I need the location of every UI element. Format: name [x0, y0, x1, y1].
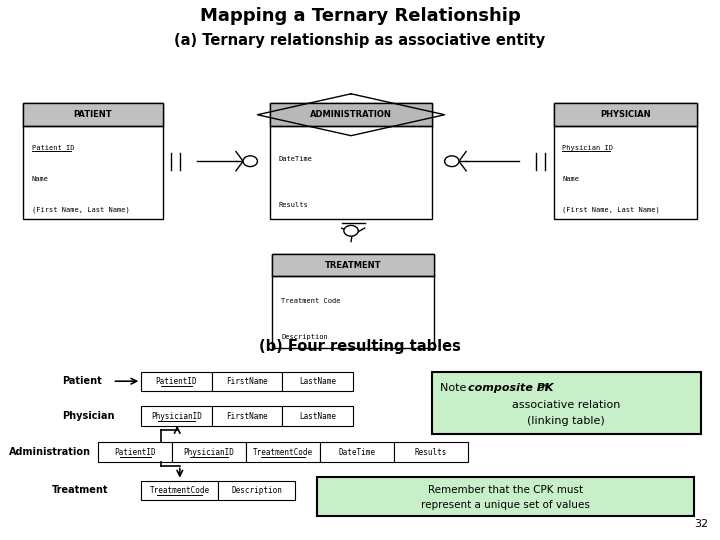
Text: Administration: Administration	[9, 447, 91, 457]
Bar	[218, 481, 295, 500]
Circle shape	[445, 156, 459, 166]
Text: associative relation: associative relation	[512, 400, 621, 410]
Text: Results: Results	[415, 448, 447, 457]
Text: DateTime: DateTime	[279, 156, 313, 161]
Bar	[272, 254, 434, 348]
Text: TREATMENT: TREATMENT	[325, 261, 382, 269]
Bar	[98, 442, 172, 462]
Circle shape	[243, 156, 258, 166]
Text: PATIENT: PATIENT	[73, 110, 112, 119]
Text: Patient ID: Patient ID	[32, 145, 74, 151]
Text: represent a unique set of values: represent a unique set of values	[420, 500, 590, 510]
Text: Treatment: Treatment	[52, 485, 108, 495]
Text: PatientID: PatientID	[156, 377, 197, 386]
Bar	[141, 481, 218, 500]
Bar	[212, 407, 282, 426]
Text: 32: 32	[694, 519, 708, 529]
Text: LastName: LastName	[299, 411, 336, 421]
Text: (First Name, Last Name): (First Name, Last Name)	[562, 206, 660, 213]
Bar	[272, 254, 434, 276]
Text: DateTime: DateTime	[338, 448, 375, 457]
Text: composite PK: composite PK	[467, 382, 553, 393]
Text: PHYSICIAN: PHYSICIAN	[600, 110, 651, 119]
Bar	[394, 442, 467, 462]
Bar	[172, 442, 246, 462]
Text: Description: Description	[231, 486, 282, 495]
Text: PhysicianID: PhysicianID	[184, 448, 235, 457]
Text: ADMINISTRATION: ADMINISTRATION	[310, 110, 392, 119]
Bar	[212, 372, 282, 391]
Text: Mapping a Ternary Relationship: Mapping a Ternary Relationship	[199, 8, 521, 25]
Bar	[270, 104, 432, 126]
Bar	[432, 372, 701, 434]
Bar	[141, 372, 212, 391]
Text: PhysicianID: PhysicianID	[151, 411, 202, 421]
Text: LastName: LastName	[299, 377, 336, 386]
Text: Name: Name	[562, 176, 580, 181]
Bar	[282, 407, 353, 426]
Bar	[282, 372, 353, 391]
Text: Patient: Patient	[63, 376, 102, 386]
Text: PatientID: PatientID	[114, 448, 156, 457]
Text: (First Name, Last Name): (First Name, Last Name)	[32, 206, 130, 213]
Bar	[23, 104, 163, 126]
Text: FirstName: FirstName	[226, 377, 268, 386]
Text: Note: Note	[441, 382, 470, 393]
Text: (b) Four resulting tables: (b) Four resulting tables	[259, 339, 461, 354]
Bar	[320, 442, 394, 462]
Text: Results: Results	[279, 202, 309, 208]
Text: TreatmentCode: TreatmentCode	[150, 486, 210, 495]
Text: Physician: Physician	[63, 411, 115, 421]
Bar	[317, 477, 693, 516]
Text: TreatmentCode: TreatmentCode	[253, 448, 313, 457]
Text: FirstName: FirstName	[226, 411, 268, 421]
Text: Treatment Code: Treatment Code	[281, 299, 341, 305]
Bar	[141, 407, 212, 426]
Bar	[270, 104, 432, 219]
Text: Name: Name	[32, 176, 48, 181]
Text: Physician ID: Physician ID	[562, 145, 613, 151]
Bar	[554, 104, 697, 219]
Text: Remember that the CPK must: Remember that the CPK must	[428, 485, 582, 495]
Bar	[554, 104, 697, 126]
Text: (linking table): (linking table)	[527, 416, 605, 427]
Text: of: of	[534, 382, 548, 393]
Circle shape	[344, 225, 359, 236]
Bar	[246, 442, 320, 462]
Text: Description: Description	[281, 334, 328, 340]
Text: (a) Ternary relationship as associative entity: (a) Ternary relationship as associative …	[174, 32, 546, 48]
Bar	[23, 104, 163, 219]
